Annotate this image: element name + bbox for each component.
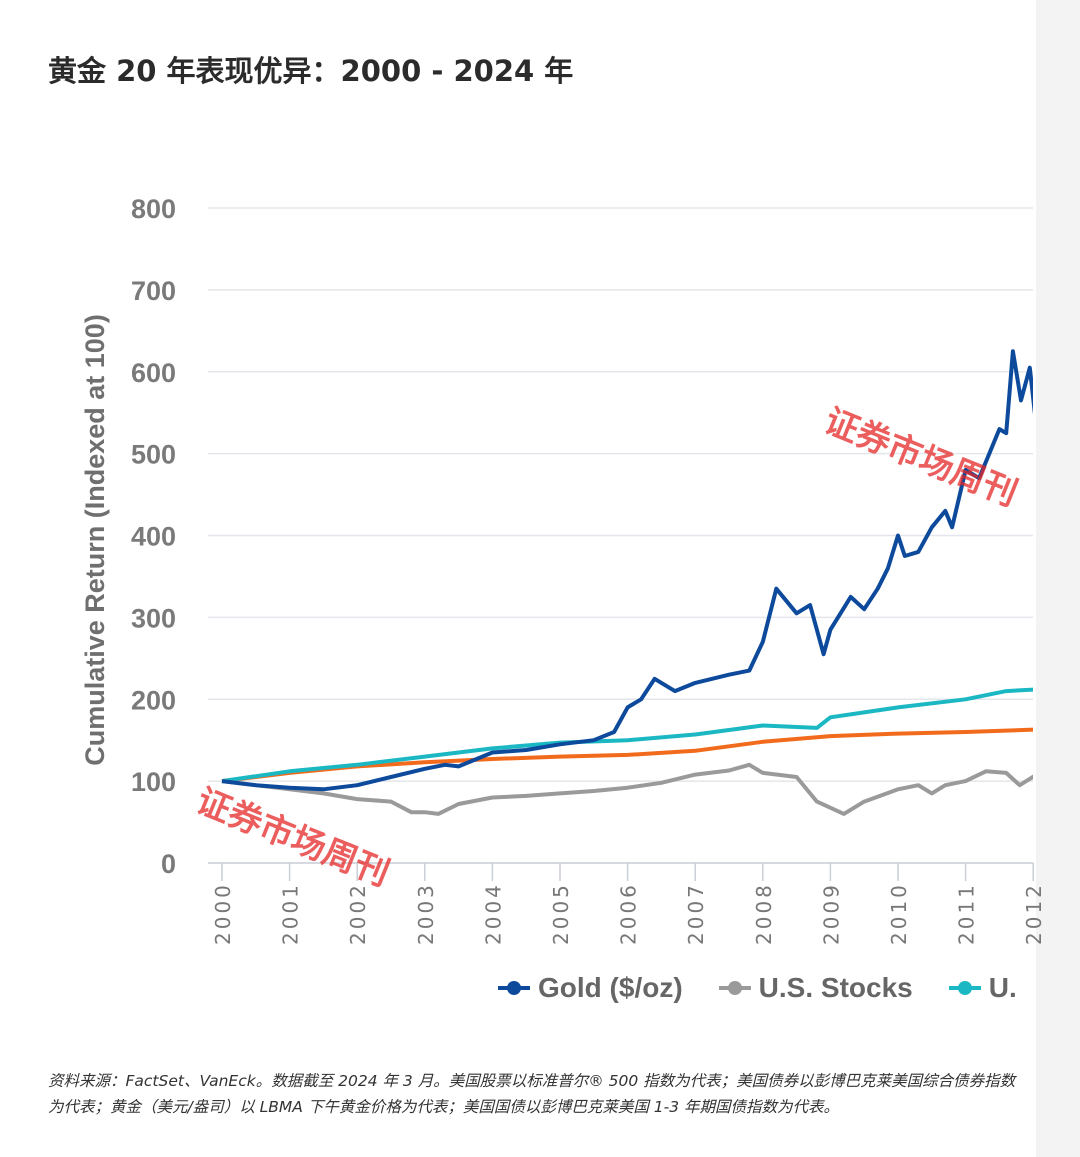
y-tick-label: 500 xyxy=(131,440,176,470)
source-note: 资料来源：FactSet、VanEck。数据截至 2024 年 3 月。美国股票… xyxy=(48,1072,1016,1116)
x-tick-label: 2008 xyxy=(752,882,776,945)
y-tick-label: 100 xyxy=(131,767,176,797)
x-tick-label: 2010 xyxy=(887,882,911,945)
y-tick-label: 300 xyxy=(131,603,176,633)
legend-item-bonds: U. xyxy=(948,972,1017,1004)
y-tick-label: 200 xyxy=(131,685,176,715)
x-tick-label: 2004 xyxy=(481,882,505,945)
stocks-marker-icon xyxy=(718,981,751,995)
x-tick-label: 2012 xyxy=(1022,882,1046,945)
series-line-series-0 xyxy=(221,727,1033,784)
y-tick-label: 700 xyxy=(131,276,176,306)
series-line-gold-oz- xyxy=(221,349,1033,792)
x-tick-label: 2011 xyxy=(955,882,979,945)
y-tick-label: 800 xyxy=(131,194,176,224)
y-tick-label: 400 xyxy=(131,522,176,552)
y-tick-label: 600 xyxy=(131,358,176,388)
x-tick-label: 2002 xyxy=(346,882,370,945)
x-tick-label: 2006 xyxy=(617,882,641,945)
series-line-u-s-stocks xyxy=(221,762,1033,816)
x-tick-label: 2001 xyxy=(279,882,303,945)
page-title: 黄金 20 年表现优异：2000 - 2024 年 xyxy=(48,54,574,88)
x-tick-label: 2000 xyxy=(211,882,235,945)
page-edge xyxy=(1036,0,1080,1157)
y-axis-label: Cumulative Return (Indexed at 100) xyxy=(80,314,110,766)
x-tick-label: 2007 xyxy=(684,882,708,945)
legend-label: U. xyxy=(988,972,1017,1003)
legend-label: U.S. Stocks xyxy=(758,972,913,1003)
legend-item-gold: Gold ($/oz) xyxy=(498,972,683,1004)
series-line-series-1 xyxy=(221,687,1033,784)
x-tick-label: 2003 xyxy=(414,882,438,945)
bonds-marker-icon xyxy=(948,981,981,995)
gold-marker-icon xyxy=(498,981,530,995)
y-tick-label: 0 xyxy=(161,849,176,879)
x-tick-label: 2009 xyxy=(819,882,843,945)
legend: Gold ($/oz) U.S. Stocks U. xyxy=(498,972,1017,1004)
legend-item-stocks: U.S. Stocks xyxy=(718,972,913,1004)
legend-label: Gold ($/oz) xyxy=(538,972,683,1003)
x-tick-label: 2005 xyxy=(549,882,573,945)
